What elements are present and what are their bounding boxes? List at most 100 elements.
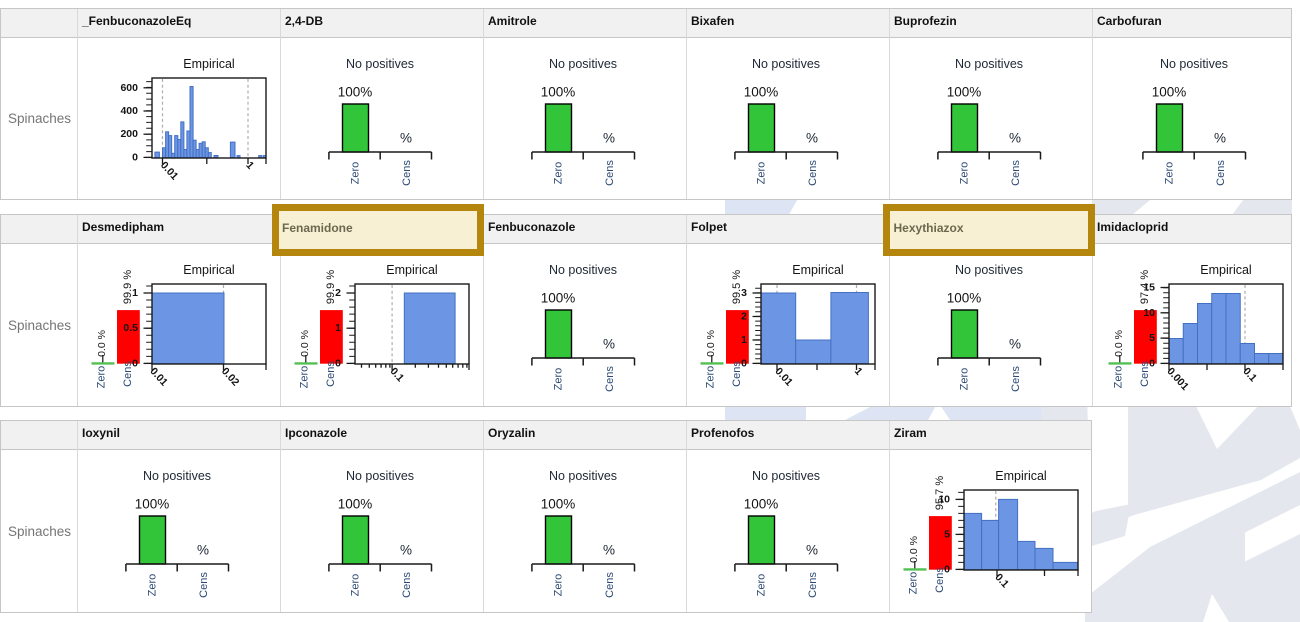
svg-text:15: 15 [1143, 282, 1155, 294]
svg-text:Empirical: Empirical [1200, 263, 1251, 277]
svg-text:Zero: Zero [553, 574, 565, 597]
svg-text:Cens: Cens [604, 160, 616, 186]
svg-text:0.01: 0.01 [772, 365, 795, 388]
svg-text:5: 5 [1149, 332, 1155, 344]
svg-text:Empirical: Empirical [183, 57, 234, 71]
svg-text:%: % [603, 337, 615, 352]
svg-text:Cens: Cens [198, 572, 210, 598]
svg-text:Empirical: Empirical [386, 263, 437, 277]
svg-text:0.0 %: 0.0 % [908, 536, 920, 563]
svg-text:Zero: Zero [147, 574, 159, 597]
svg-text:Zero: Zero [299, 366, 311, 389]
svg-text:Empirical: Empirical [792, 263, 843, 277]
svg-text:3: 3 [741, 287, 747, 299]
svg-text:0: 0 [944, 563, 950, 575]
svg-text:Zero: Zero [553, 368, 565, 391]
svg-text:Zero: Zero [553, 162, 565, 185]
svg-text:0.0 %: 0.0 % [299, 330, 311, 357]
svg-text:Cens: Cens [401, 160, 413, 186]
svg-text:Cens: Cens [122, 361, 134, 387]
svg-text:No positives: No positives [955, 57, 1023, 71]
svg-text:2: 2 [335, 287, 341, 299]
svg-text:2: 2 [741, 311, 747, 323]
svg-text:Zero: Zero [705, 366, 717, 389]
svg-text:100%: 100% [744, 85, 779, 100]
svg-text:%: % [1009, 337, 1021, 352]
svg-text:0.0 %: 0.0 % [1113, 330, 1125, 357]
svg-text:0.01: 0.01 [147, 365, 170, 388]
svg-text:99.9 %: 99.9 % [122, 270, 134, 304]
svg-text:0.02: 0.02 [219, 365, 242, 388]
svg-text:0.001: 0.001 [1164, 365, 1191, 393]
svg-text:10: 10 [1143, 307, 1155, 319]
svg-text:95.7 %: 95.7 % [934, 476, 946, 510]
svg-text:100%: 100% [338, 85, 373, 100]
svg-text:Cens: Cens [934, 567, 946, 593]
svg-text:%: % [603, 131, 615, 146]
svg-text:0: 0 [132, 357, 138, 369]
svg-text:0.01: 0.01 [158, 159, 181, 182]
svg-text:Cens: Cens [604, 572, 616, 598]
svg-text:97.4 %: 97.4 % [1139, 270, 1151, 304]
svg-text:5: 5 [944, 528, 950, 540]
svg-text:0: 0 [335, 357, 341, 369]
svg-text:No positives: No positives [549, 263, 617, 277]
svg-text:Zero: Zero [908, 572, 920, 595]
svg-text:%: % [197, 543, 209, 558]
svg-text:Cens: Cens [807, 160, 819, 186]
svg-text:No positives: No positives [143, 469, 211, 483]
svg-text:No positives: No positives [752, 57, 820, 71]
svg-text:1: 1 [335, 322, 341, 334]
svg-text:0.5: 0.5 [123, 322, 138, 334]
svg-text:Zero: Zero [350, 162, 362, 185]
svg-text:Zero: Zero [350, 574, 362, 597]
svg-text:99.9 %: 99.9 % [325, 270, 337, 304]
svg-text:0.1: 0.1 [1240, 365, 1259, 384]
svg-text:No positives: No positives [752, 469, 820, 483]
svg-text:%: % [806, 131, 818, 146]
svg-text:0.1: 0.1 [388, 365, 407, 384]
svg-text:No positives: No positives [346, 57, 414, 71]
svg-text:100%: 100% [338, 497, 373, 512]
svg-text:Zero: Zero [756, 574, 768, 597]
svg-text:200: 200 [120, 128, 138, 140]
svg-text:0: 0 [741, 357, 747, 369]
svg-text:1: 1 [243, 159, 256, 171]
svg-text:No positives: No positives [955, 263, 1023, 277]
svg-text:Cens: Cens [731, 361, 743, 387]
svg-text:0.1: 0.1 [992, 571, 1011, 590]
svg-text:No positives: No positives [549, 469, 617, 483]
svg-text:99.5 %: 99.5 % [731, 270, 743, 304]
svg-text:100%: 100% [1152, 85, 1187, 100]
svg-text:100%: 100% [541, 291, 576, 306]
svg-text:Empirical: Empirical [995, 469, 1046, 483]
svg-text:0.0 %: 0.0 % [96, 330, 108, 357]
svg-text:%: % [400, 543, 412, 558]
svg-text:Cens: Cens [1215, 160, 1227, 186]
svg-text:Zero: Zero [959, 368, 971, 391]
svg-text:%: % [1009, 131, 1021, 146]
svg-text:Zero: Zero [959, 162, 971, 185]
svg-text:Cens: Cens [1139, 361, 1151, 387]
svg-text:100%: 100% [541, 497, 576, 512]
svg-text:%: % [1214, 131, 1226, 146]
svg-text:%: % [806, 543, 818, 558]
svg-text:100%: 100% [135, 497, 170, 512]
svg-text:0: 0 [1149, 357, 1155, 369]
svg-text:100%: 100% [744, 497, 779, 512]
svg-text:Empirical: Empirical [183, 263, 234, 277]
svg-text:Cens: Cens [1010, 160, 1022, 186]
svg-text:1: 1 [132, 287, 138, 299]
svg-text:Cens: Cens [325, 361, 337, 387]
svg-text:0.0 %: 0.0 % [705, 330, 717, 357]
svg-text:1: 1 [741, 334, 747, 346]
svg-text:Zero: Zero [1113, 366, 1125, 389]
svg-text:100%: 100% [947, 85, 982, 100]
svg-text:Zero: Zero [1164, 162, 1176, 185]
svg-text:Zero: Zero [756, 162, 768, 185]
svg-text:600: 600 [120, 82, 138, 94]
svg-text:1: 1 [852, 365, 865, 377]
svg-text:No positives: No positives [1160, 57, 1228, 71]
svg-text:100%: 100% [947, 291, 982, 306]
svg-text:100%: 100% [541, 85, 576, 100]
